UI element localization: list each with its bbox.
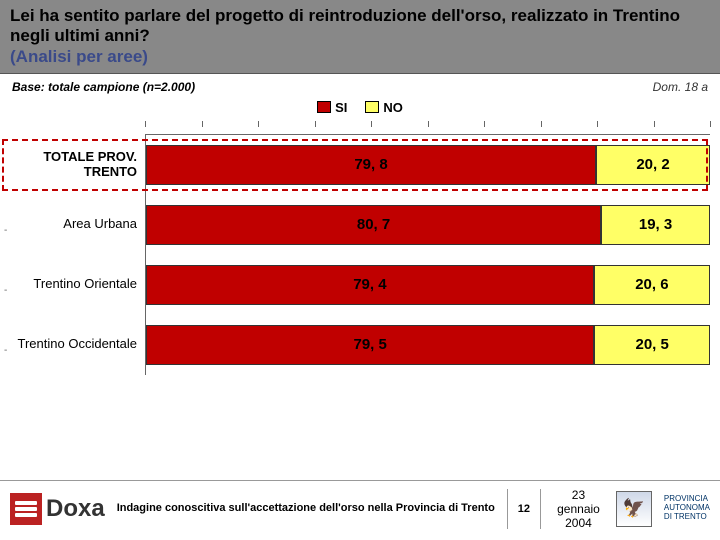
axis-top — [145, 121, 710, 135]
bar-si: 80, 7 — [146, 205, 601, 245]
bar-si: 79, 4 — [146, 265, 594, 305]
bar-no: 19, 3 — [601, 205, 710, 245]
province-logo-icon: 🦅 — [616, 491, 652, 527]
page-number: 12 — [507, 489, 541, 529]
brand-logo: Doxa — [10, 493, 105, 525]
row-label: Area Urbana — [0, 195, 145, 255]
province-text: PROVINCIA AUTONOMA DI TRENTO — [664, 495, 710, 521]
swatch-si — [317, 101, 331, 113]
bar-no: 20, 6 — [594, 265, 710, 305]
chart-row: -Area Urbana80, 719, 3 — [0, 195, 710, 255]
swatch-no — [365, 101, 379, 113]
bar-track: 80, 719, 3 — [145, 195, 710, 255]
bar-no: 20, 2 — [596, 145, 710, 185]
legend-si: SI — [317, 100, 347, 115]
dom-text: Dom. 18 a — [653, 80, 708, 94]
bar-track: 79, 420, 6 — [145, 255, 710, 315]
legend-no: NO — [365, 100, 403, 115]
legend: SI NO — [0, 100, 720, 115]
header: Lei ha sentito parlare del progetto di r… — [0, 0, 720, 74]
bar-si: 79, 5 — [146, 325, 594, 365]
base-text: Base: totale campione (n=2.000) — [12, 80, 195, 94]
meta-row: Base: totale campione (n=2.000) Dom. 18 … — [0, 74, 720, 100]
row-label: Trentino Occidentale — [0, 315, 145, 375]
question-text: Lei ha sentito parlare del progetto di r… — [10, 6, 710, 47]
row-label: Trentino Orientale — [0, 255, 145, 315]
bar-track: 79, 820, 2 — [145, 135, 710, 195]
bar-si: 79, 8 — [146, 145, 596, 185]
province-line3: DI TRENTO — [664, 513, 710, 522]
chart-row: -Trentino Occidentale79, 520, 5 — [0, 315, 710, 375]
row-label: TOTALE PROV. TRENTO — [0, 135, 145, 195]
bar-track: 79, 520, 5 — [145, 315, 710, 375]
footer: Doxa Indagine conoscitiva sull'accettazi… — [0, 480, 720, 536]
chart-row: -Trentino Orientale79, 420, 6 — [0, 255, 710, 315]
footer-date: 23 gennaio 2004 — [553, 488, 604, 530]
bar-no: 20, 5 — [594, 325, 710, 365]
study-title: Indagine conoscitiva sull'accettazione d… — [117, 502, 495, 515]
chart-row: TOTALE PROV. TRENTO79, 820, 2 — [0, 135, 710, 195]
legend-si-label: SI — [335, 100, 347, 115]
legend-no-label: NO — [383, 100, 403, 115]
brand-icon — [10, 493, 42, 525]
brand-text: Doxa — [46, 495, 105, 523]
chart-area: TOTALE PROV. TRENTO79, 820, 2-Area Urban… — [0, 121, 720, 375]
chart-rows: TOTALE PROV. TRENTO79, 820, 2-Area Urban… — [0, 135, 710, 375]
subtitle-text: (Analisi per aree) — [10, 47, 710, 67]
